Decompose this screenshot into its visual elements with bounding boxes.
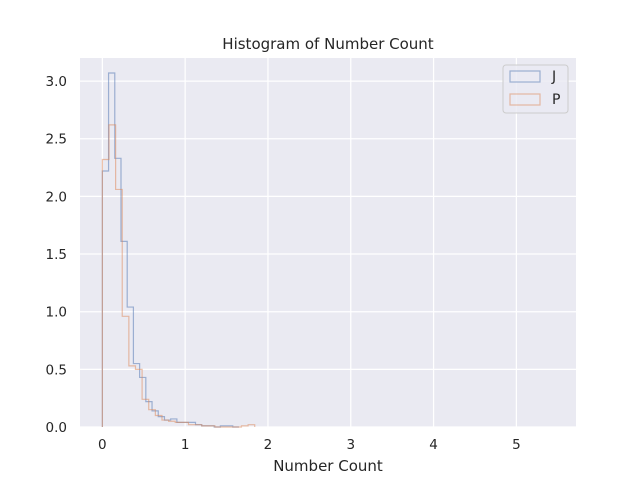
grid-lines [80,58,576,428]
x-tick-label: 5 [512,437,521,453]
y-axis-ticks: 0.0 0.5 1.0 1.5 2.0 2.5 3.0 [46,74,67,436]
chart-title: Histogram of Number Count [222,35,433,53]
legend: JP [502,64,569,114]
y-tick-label: 1.0 [46,305,67,321]
x-tick-label: 2 [264,437,273,453]
y-tick-label: 0.5 [46,362,67,378]
y-tick-label: 0.0 [46,420,67,436]
y-tick-label: 2.5 [46,132,67,148]
y-tick-label: 3.0 [46,74,67,90]
series-layer [101,72,256,428]
x-tick-label: 1 [181,437,190,453]
series-p-step [101,124,256,428]
legend-swatch-p [509,93,541,106]
legend-frame [502,64,569,114]
legend-label-p: P [552,92,560,108]
legend-swatch-j [509,70,541,83]
y-tick-label: 1.5 [46,247,67,263]
x-tick-label: 0 [98,437,107,453]
plot-area [80,58,576,427]
x-tick-label: 3 [346,437,355,453]
x-tick-label: 4 [429,437,438,453]
legend-label-j: J [551,69,556,85]
x-axis-ticks: 0 1 2 3 4 5 [98,437,521,453]
y-tick-label: 2.0 [46,189,67,205]
x-axis-label: Number Count [273,457,383,475]
